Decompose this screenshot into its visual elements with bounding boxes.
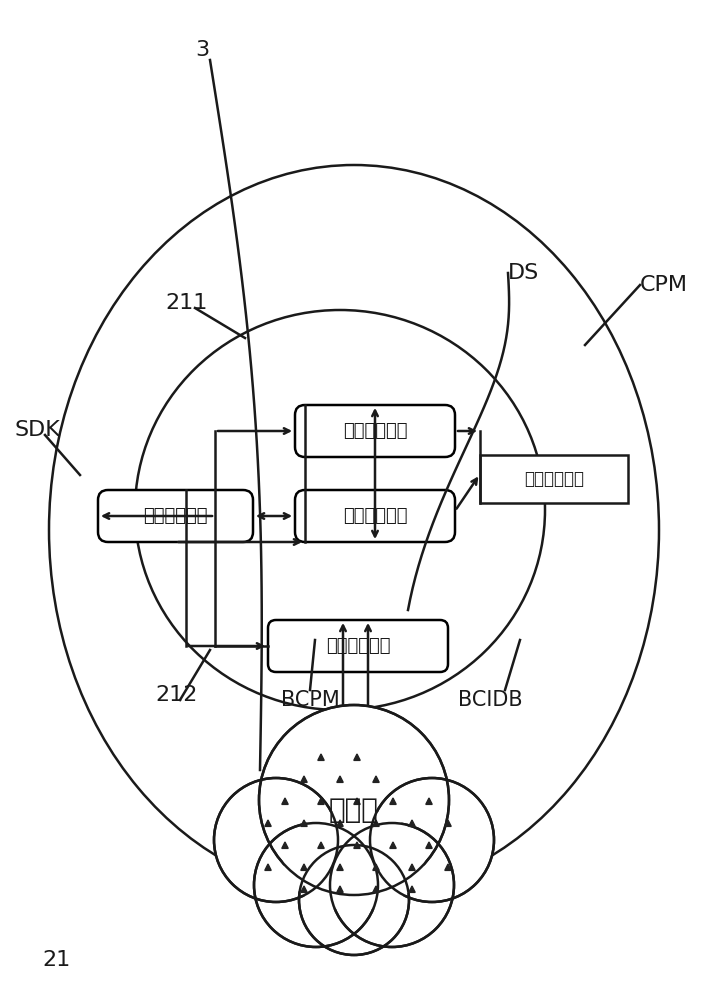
Polygon shape	[300, 776, 308, 782]
Polygon shape	[337, 776, 343, 782]
Text: 认证处理模块: 认证处理模块	[343, 507, 407, 525]
Text: SDK: SDK	[15, 420, 61, 440]
Text: 3: 3	[195, 40, 209, 60]
Polygon shape	[445, 820, 451, 826]
Polygon shape	[426, 842, 432, 848]
FancyBboxPatch shape	[268, 620, 448, 672]
Text: 终端操作单元: 终端操作单元	[326, 637, 390, 655]
Text: 特征存储模块: 特征存储模块	[524, 470, 584, 488]
Polygon shape	[390, 842, 396, 848]
Circle shape	[214, 778, 338, 902]
Circle shape	[299, 845, 409, 955]
Polygon shape	[426, 798, 432, 804]
Polygon shape	[300, 886, 308, 892]
Text: BCPM: BCPM	[281, 690, 339, 710]
Polygon shape	[337, 864, 343, 870]
Polygon shape	[337, 886, 343, 892]
Circle shape	[370, 778, 494, 902]
Text: DS: DS	[508, 263, 539, 283]
Polygon shape	[282, 842, 288, 848]
Polygon shape	[318, 842, 325, 848]
Polygon shape	[318, 754, 325, 760]
Polygon shape	[265, 820, 271, 826]
Circle shape	[254, 823, 378, 947]
Polygon shape	[409, 864, 415, 870]
Text: 特征处理模块: 特征处理模块	[343, 422, 407, 440]
Polygon shape	[337, 820, 343, 826]
FancyBboxPatch shape	[480, 455, 628, 503]
Polygon shape	[300, 820, 308, 826]
Polygon shape	[318, 798, 325, 804]
Text: 212: 212	[155, 685, 197, 705]
Polygon shape	[354, 754, 360, 760]
Ellipse shape	[49, 165, 659, 895]
Polygon shape	[445, 864, 451, 870]
FancyBboxPatch shape	[98, 490, 253, 542]
Text: 集成式安装结构: 集成式安装结构	[290, 826, 418, 854]
Polygon shape	[390, 798, 396, 804]
Polygon shape	[284, 810, 424, 910]
Text: CPM: CPM	[640, 275, 688, 295]
Polygon shape	[300, 864, 308, 870]
Text: BCIDB: BCIDB	[457, 690, 522, 710]
Polygon shape	[354, 798, 360, 804]
Ellipse shape	[135, 310, 545, 710]
Polygon shape	[409, 820, 415, 826]
Text: 211: 211	[165, 293, 207, 313]
Polygon shape	[373, 820, 379, 826]
Polygon shape	[373, 886, 379, 892]
Polygon shape	[373, 864, 379, 870]
Polygon shape	[409, 886, 415, 892]
Circle shape	[259, 705, 449, 895]
Text: 21: 21	[42, 950, 70, 970]
Polygon shape	[282, 798, 288, 804]
Text: 互联网: 互联网	[329, 796, 379, 824]
Polygon shape	[354, 842, 360, 848]
Polygon shape	[265, 864, 271, 870]
Polygon shape	[373, 776, 379, 782]
FancyBboxPatch shape	[295, 490, 455, 542]
FancyBboxPatch shape	[295, 405, 455, 457]
Circle shape	[330, 823, 454, 947]
Text: 交互接口模块: 交互接口模块	[144, 507, 208, 525]
